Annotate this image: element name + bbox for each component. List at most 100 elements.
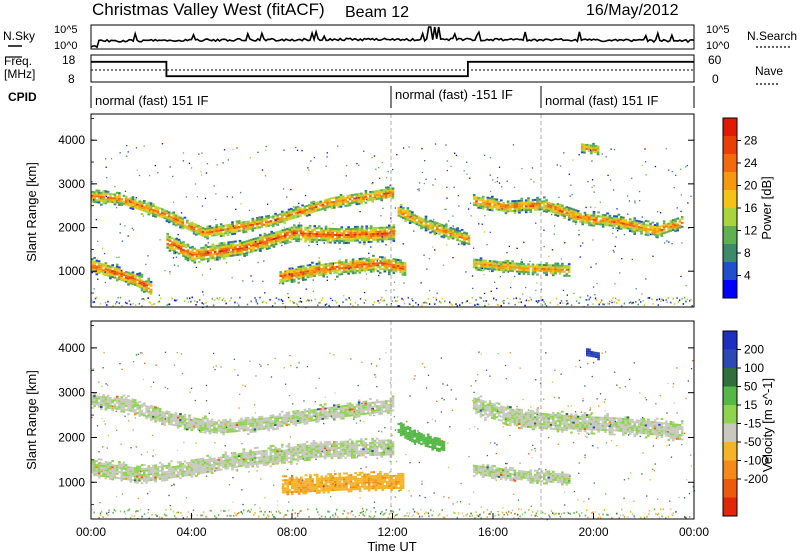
freq-tick-bottom: 8 [68, 72, 75, 86]
station-title: Christmas Valley West (fitACF) [92, 0, 325, 19]
power-colorbar-tick-2: 12 [744, 224, 758, 238]
freq-label-line2: [MHz] [4, 67, 35, 81]
power-band-1 [91, 256, 153, 295]
nsky-series [90, 26, 695, 49]
power-band-5 [472, 194, 684, 239]
x-tick-label-1: 04:00 [176, 525, 206, 539]
power-colorbar-cell-5 [723, 208, 737, 227]
count-tick-bottom-right: 10^0 [706, 40, 730, 52]
velocity-colorbar-cell-8 [723, 479, 737, 498]
velocity-y-label: Slant Range [km] [24, 370, 39, 470]
power-colorbar-tick-3: 16 [744, 201, 758, 215]
x-tick-label-6: 00:00 [679, 525, 709, 539]
power-y-tick-label-3: 4000 [58, 133, 85, 147]
velocity-colorbar-tick-1: 100 [744, 361, 764, 375]
cpid-segment-2: normal (fast) -151 IF [395, 87, 513, 102]
velocity-colorbar-tick-7: -200 [744, 472, 768, 486]
power-colorbar-tick-4: 20 [744, 179, 758, 193]
velocity-colorbar-label: Velocity [m s^-1] [760, 378, 775, 472]
nsearch-label: N.Search [747, 29, 797, 43]
nave-tick-top: 60 [708, 53, 722, 67]
x-axis-label: Time UT [367, 539, 416, 554]
power-speckles [91, 143, 692, 309]
velocity-colorbar-cell-3 [723, 386, 737, 406]
power-colorbar-cell-1 [723, 136, 737, 155]
velocity-colorbar-tick-2: 50 [744, 380, 758, 394]
cpid-segment-3: normal (fast) 151 IF [545, 93, 658, 108]
power-y-label: Slant Range [km] [24, 162, 39, 262]
velocity-colorbar-tick-6: -100 [744, 454, 768, 468]
power-y-tick-label-2: 3000 [58, 177, 85, 191]
velocity-panel: 1000 2000 3000 4000 Slant Range [km] 00:00 0… [24, 320, 709, 554]
power-y-tick-label-0: 1000 [58, 264, 85, 278]
velocity-colorbar: 200 100 50 15 -15 -50 -100 -200 Velocity [m s^-… [722, 330, 775, 517]
power-colorbar-cell-8 [723, 262, 737, 281]
power-colorbar-cell-0 [723, 118, 737, 137]
power-y-tick-label-1: 2000 [58, 221, 85, 235]
count-panel: N.Sky 10^5 10^0 10^5 10^0 N.Search [3, 24, 797, 52]
freq-tick-top: 18 [62, 53, 76, 67]
velocity-y-tick-label-2: 3000 [58, 386, 85, 400]
count-tick-top-left: 10^5 [54, 24, 78, 36]
velocity-colorbar-cell-5 [723, 423, 737, 443]
power-band-2 [166, 224, 396, 264]
power-colorbar-tick-1: 8 [744, 246, 751, 260]
x-tick-label-5: 20:00 [578, 525, 608, 539]
beam-title: Beam 12 [345, 4, 409, 21]
nsky-label: N.Sky [3, 29, 35, 43]
date-title: 16/May/2012 [586, 2, 679, 19]
velocity-colorbar-tick-0: 200 [744, 343, 764, 357]
velocity-y-ticks: 1000 2000 3000 4000 [58, 325, 694, 506]
nave-tick-bottom: 0 [712, 72, 719, 86]
velocity-colorbar-cell-6 [723, 442, 737, 461]
time-x-ticks: 00:00 04:00 08:00 12:00 16:00 20:00 00:00 [76, 513, 709, 539]
x-tick-label-2: 08:00 [277, 525, 307, 539]
velocity-heatmap [91, 348, 696, 521]
velocity-colorbar-tick-5: -50 [744, 435, 762, 449]
power-colorbar-cell-3 [723, 172, 737, 191]
velocity-colorbar-cell-1 [723, 349, 737, 369]
velocity-band-6 [586, 348, 600, 361]
power-colorbar-cell-6 [723, 226, 737, 245]
velocity-colorbar-label-text: Velocity [m s^-1] [760, 378, 775, 472]
velocity-colorbar-cell-0 [723, 331, 737, 350]
freq-label-line1: Freq. [4, 54, 32, 68]
power-near-range-scatter [91, 296, 693, 307]
count-tick-bottom-left: 10^0 [54, 40, 78, 52]
freq-series [91, 60, 694, 78]
power-colorbar-tick-5: 24 [744, 156, 758, 170]
velocity-band-1 [91, 437, 395, 485]
velocity-band-5 [472, 463, 571, 486]
velocity-colorbar-tick-3: 15 [744, 398, 758, 412]
velocity-band-2 [281, 470, 405, 496]
power-heatmap [91, 142, 693, 309]
power-colorbar-cell-9 [723, 280, 737, 299]
velocity-colorbar-cell-2 [723, 368, 737, 387]
velocity-band-3 [397, 422, 446, 452]
velocity-y-tick-label-0: 1000 [58, 475, 85, 489]
power-panel: 1000 2000 3000 4000 Slant Range [km] [24, 113, 695, 309]
power-band-0 [91, 186, 395, 240]
velocity-speckles [91, 351, 696, 521]
velocity-near-range-scatter [91, 508, 691, 519]
velocity-colorbar-cell-9 [723, 497, 737, 517]
nave-label: Nave [755, 64, 783, 78]
velocity-band-0 [91, 393, 395, 436]
power-colorbar-tick-6: 28 [744, 134, 758, 148]
power-band-7 [580, 142, 600, 156]
power-y-ticks: 1000 2000 3000 4000 [58, 117, 694, 294]
power-colorbar: 4 8 12 16 20 24 28 Power [dB] [722, 117, 774, 299]
velocity-colorbar-cell-4 [723, 405, 737, 424]
count-tick-top-right: 10^5 [706, 24, 730, 36]
power-colorbar-label: Power [dB] [759, 176, 774, 240]
velocity-colorbar-cell-7 [723, 460, 737, 480]
cpid-panel: CPID normal (fast) 151 IF normal (fast) … [8, 86, 695, 108]
velocity-y-tick-label-1: 2000 [58, 430, 85, 444]
velocity-y-tick-label-3: 4000 [58, 341, 85, 355]
velocity-colorbar-tick-4: -15 [744, 417, 762, 431]
x-tick-label-3: 12:00 [377, 525, 407, 539]
power-colorbar-cell-7 [723, 244, 737, 263]
power-colorbar-cell-4 [723, 190, 737, 209]
cpid-segment-1: normal (fast) 151 IF [95, 93, 208, 108]
